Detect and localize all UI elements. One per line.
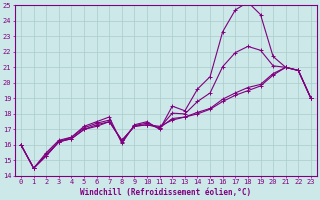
X-axis label: Windchill (Refroidissement éolien,°C): Windchill (Refroidissement éolien,°C) bbox=[80, 188, 252, 197]
